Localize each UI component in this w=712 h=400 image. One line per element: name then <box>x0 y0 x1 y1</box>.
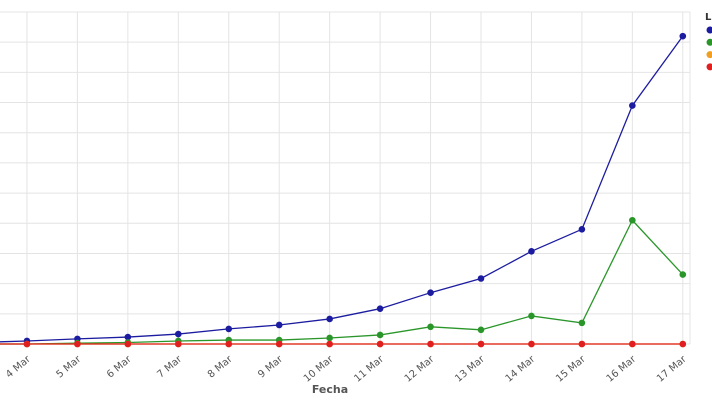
x-tick-label: 4 Mar <box>4 353 34 380</box>
point <box>275 340 283 348</box>
x-tick-label: 10 Mar <box>302 353 336 384</box>
point <box>629 216 636 224</box>
point <box>376 305 384 312</box>
x-tick-label: 15 Mar <box>554 353 588 384</box>
point <box>629 102 636 109</box>
point <box>427 289 434 296</box>
x-tick-label: 12 Mar <box>403 353 437 384</box>
point <box>477 275 485 282</box>
point <box>225 340 233 348</box>
x-tick-label: 6 Mar <box>105 353 135 380</box>
x-tick-label: 14 Mar <box>504 353 538 384</box>
point <box>175 330 182 338</box>
point <box>578 319 586 327</box>
point <box>175 340 182 348</box>
x-tick-label: 11 Mar <box>352 353 386 384</box>
point <box>124 333 132 341</box>
x-tick-label: 17 Mar <box>655 353 689 384</box>
point <box>124 340 132 348</box>
point <box>578 340 586 348</box>
legend-title: L <box>705 12 712 23</box>
point <box>326 315 333 323</box>
point <box>427 323 434 331</box>
x-tick-label: 9 Mar <box>256 353 286 380</box>
point <box>528 248 535 255</box>
x-tick-label: 8 Mar <box>206 353 236 380</box>
point <box>528 340 535 348</box>
point <box>679 340 687 348</box>
x-tick-label: 7 Mar <box>155 353 185 380</box>
point <box>528 312 535 320</box>
legend-swatch <box>706 63 712 71</box>
x-tick-label: 16 Mar <box>605 353 639 384</box>
point <box>225 325 233 333</box>
point <box>376 331 384 339</box>
x-tick-label: 13 Mar <box>453 353 487 384</box>
point <box>326 340 333 348</box>
point <box>74 340 81 348</box>
x-axis-label: Fecha <box>312 383 348 396</box>
legend-swatch <box>706 38 712 46</box>
point <box>679 271 687 278</box>
x-tick-label: 5 Mar <box>54 353 84 380</box>
point <box>275 321 283 329</box>
point <box>427 340 434 348</box>
legend-swatch <box>706 26 712 34</box>
point <box>578 226 586 233</box>
point <box>376 340 384 348</box>
point <box>23 340 31 348</box>
series-line <box>0 35 684 343</box>
legend-swatch <box>706 51 712 59</box>
point <box>477 326 485 334</box>
point <box>326 334 333 342</box>
point <box>679 32 687 40</box>
point <box>629 340 636 348</box>
point <box>477 340 485 348</box>
